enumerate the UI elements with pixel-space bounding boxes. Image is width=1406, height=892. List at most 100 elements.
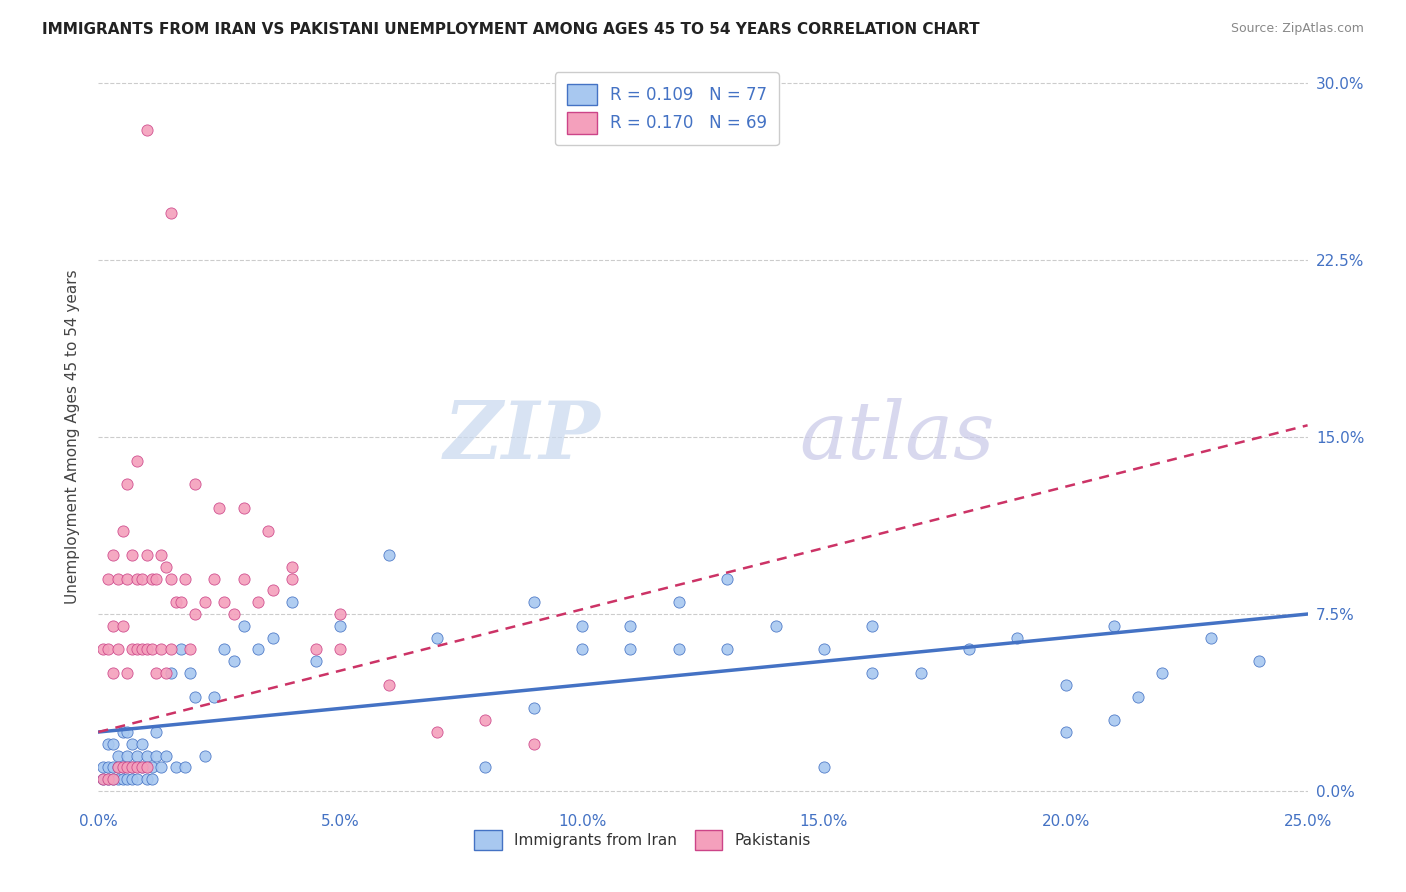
Point <box>377 678 399 692</box>
Point <box>101 548 124 562</box>
Point <box>256 524 278 539</box>
Point <box>97 760 120 774</box>
Point <box>262 583 284 598</box>
Point <box>571 642 593 657</box>
Point <box>121 760 143 774</box>
Point <box>523 701 546 715</box>
Point <box>121 772 143 787</box>
Point <box>91 760 114 774</box>
Point <box>426 725 449 739</box>
Point <box>305 642 328 657</box>
Text: atlas: atlas <box>800 399 995 475</box>
Point <box>474 760 496 774</box>
Point <box>426 631 449 645</box>
Point <box>111 725 134 739</box>
Point <box>212 642 235 657</box>
Point <box>668 595 690 609</box>
Point <box>232 572 254 586</box>
Point <box>571 619 593 633</box>
Point <box>127 572 149 586</box>
Point <box>184 690 207 704</box>
Point <box>619 642 641 657</box>
Point <box>169 642 191 657</box>
Point <box>208 500 231 515</box>
Point <box>127 642 149 657</box>
Point <box>957 642 980 657</box>
Point <box>145 725 167 739</box>
Point <box>668 642 690 657</box>
Legend: Immigrants from Iran, Pakistanis: Immigrants from Iran, Pakistanis <box>467 822 818 857</box>
Point <box>860 666 883 681</box>
Point <box>474 713 496 727</box>
Point <box>281 572 304 586</box>
Point <box>813 642 835 657</box>
Point <box>101 737 124 751</box>
Point <box>194 595 217 609</box>
Point <box>1152 666 1174 681</box>
Point <box>91 772 114 787</box>
Point <box>127 772 149 787</box>
Point <box>121 642 143 657</box>
Point <box>135 760 157 774</box>
Point <box>716 572 738 586</box>
Point <box>160 572 183 586</box>
Point <box>204 572 226 586</box>
Point <box>117 477 139 491</box>
Point <box>1102 619 1125 633</box>
Point <box>101 760 124 774</box>
Point <box>107 760 129 774</box>
Point <box>141 642 163 657</box>
Point <box>127 453 149 467</box>
Point <box>155 748 177 763</box>
Point <box>131 760 153 774</box>
Point <box>141 572 163 586</box>
Point <box>107 572 129 586</box>
Point <box>232 500 254 515</box>
Text: Source: ZipAtlas.com: Source: ZipAtlas.com <box>1230 22 1364 36</box>
Point <box>97 572 120 586</box>
Point <box>97 772 120 787</box>
Point <box>121 548 143 562</box>
Point <box>184 607 207 621</box>
Point <box>131 737 153 751</box>
Point <box>97 737 120 751</box>
Point <box>160 666 183 681</box>
Point <box>135 123 157 137</box>
Point <box>232 619 254 633</box>
Point <box>194 748 217 763</box>
Point <box>141 760 163 774</box>
Text: IMMIGRANTS FROM IRAN VS PAKISTANI UNEMPLOYMENT AMONG AGES 45 TO 54 YEARS CORRELA: IMMIGRANTS FROM IRAN VS PAKISTANI UNEMPL… <box>42 22 980 37</box>
Point <box>860 619 883 633</box>
Point <box>1054 678 1077 692</box>
Point <box>329 619 352 633</box>
Point <box>813 760 835 774</box>
Point <box>107 748 129 763</box>
Point <box>131 760 153 774</box>
Point <box>111 760 134 774</box>
Point <box>1249 654 1271 668</box>
Point <box>169 595 191 609</box>
Point <box>117 666 139 681</box>
Point <box>1007 631 1029 645</box>
Point <box>145 748 167 763</box>
Point <box>101 619 124 633</box>
Point <box>247 642 270 657</box>
Point <box>281 559 304 574</box>
Point <box>150 642 173 657</box>
Point <box>174 572 197 586</box>
Point <box>117 760 139 774</box>
Point <box>97 772 120 787</box>
Point <box>329 642 352 657</box>
Point <box>117 748 139 763</box>
Point <box>329 607 352 621</box>
Point <box>165 595 187 609</box>
Point <box>97 642 120 657</box>
Point <box>1054 725 1077 739</box>
Point <box>107 772 129 787</box>
Point <box>145 666 167 681</box>
Point <box>619 619 641 633</box>
Point <box>127 760 149 774</box>
Point <box>165 760 187 774</box>
Point <box>101 772 124 787</box>
Point <box>1199 631 1222 645</box>
